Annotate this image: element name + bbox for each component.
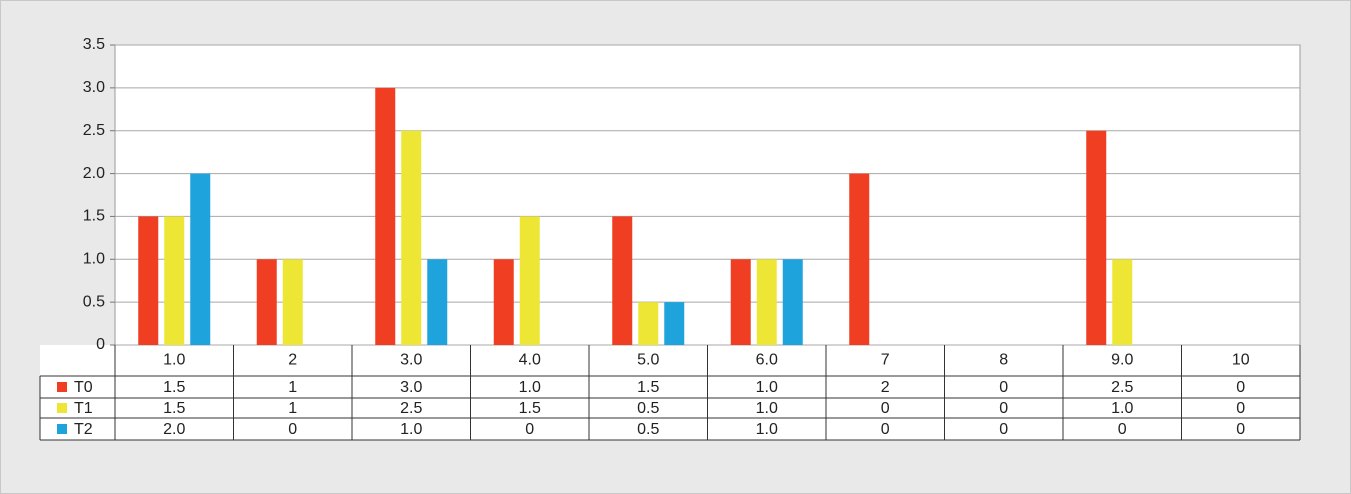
- bar: [730, 259, 751, 345]
- legend-swatch: [57, 403, 67, 413]
- y-tick-label: 2.5: [83, 122, 105, 139]
- x-tick-label: 3.0: [400, 352, 422, 369]
- table-value: 0: [881, 421, 890, 438]
- legend-label: T1: [74, 400, 93, 417]
- table-value: 0: [999, 379, 1008, 396]
- table-value: 0: [288, 421, 297, 438]
- y-tick-label: 3.5: [83, 36, 105, 53]
- x-tick-label: 9.0: [1111, 352, 1133, 369]
- x-tick-label: 7: [881, 352, 890, 369]
- table-value: 1: [288, 400, 297, 417]
- table-value: 0: [999, 400, 1008, 417]
- table-value: 1.0: [400, 421, 422, 438]
- y-tick-label: 2.0: [83, 165, 105, 182]
- y-tick-label: 0.5: [83, 293, 105, 310]
- table-value: 1.0: [519, 379, 541, 396]
- bar: [164, 216, 185, 345]
- table-value: 0: [881, 400, 890, 417]
- bar: [1112, 259, 1133, 345]
- table-value: 0: [1236, 379, 1245, 396]
- x-tick-label: 2: [288, 352, 297, 369]
- table-value: 1.5: [519, 400, 541, 417]
- bar: [256, 259, 277, 345]
- bar: [190, 173, 211, 345]
- legend-label: T0: [74, 379, 93, 396]
- data-table: [40, 345, 1300, 440]
- bar: [849, 173, 870, 345]
- bar: [519, 216, 540, 345]
- bar: [638, 302, 659, 345]
- x-tick-label: 6.0: [756, 352, 778, 369]
- legend-swatch: [57, 382, 67, 392]
- table-value: 1: [288, 379, 297, 396]
- bar: [427, 259, 448, 345]
- table-value: 0.5: [637, 421, 659, 438]
- x-tick-label: 1.0: [163, 352, 185, 369]
- bar: [282, 259, 303, 345]
- y-tick-label: 0: [96, 336, 105, 353]
- table-value: 1.5: [163, 379, 185, 396]
- table-value: 2: [881, 379, 890, 396]
- bar: [782, 259, 803, 345]
- legend-swatch: [57, 424, 67, 434]
- table-value: 0: [525, 421, 534, 438]
- bar: [664, 302, 685, 345]
- y-tick-label: 3.0: [83, 79, 105, 96]
- x-tick-label: 4.0: [519, 352, 541, 369]
- bar: [138, 216, 159, 345]
- bar: [375, 87, 396, 345]
- x-tick-label: 8: [999, 352, 1008, 369]
- table-value: 0: [999, 421, 1008, 438]
- bar: [401, 130, 422, 345]
- legend-label: T2: [74, 421, 93, 438]
- bar: [493, 259, 514, 345]
- table-value: 2.0: [163, 421, 185, 438]
- table-value: 0: [1236, 400, 1245, 417]
- table-value: 1.5: [163, 400, 185, 417]
- table-value: 0: [1118, 421, 1127, 438]
- table-value: 1.0: [756, 400, 778, 417]
- table-value: 3.0: [400, 379, 422, 396]
- table-value: 1.0: [756, 421, 778, 438]
- bar: [1086, 130, 1107, 345]
- table-value: 0.5: [637, 400, 659, 417]
- table-value: 1.5: [637, 379, 659, 396]
- table-value: 1.0: [756, 379, 778, 396]
- y-tick-label: 1.5: [83, 208, 105, 225]
- bar: [612, 216, 633, 345]
- table-value: 2.5: [1111, 379, 1133, 396]
- bar: [756, 259, 777, 345]
- x-tick-label: 5.0: [637, 352, 659, 369]
- y-tick-label: 1.0: [83, 251, 105, 268]
- table-value: 2.5: [400, 400, 422, 417]
- table-value: 0: [1236, 421, 1245, 438]
- x-tick-label: 10: [1232, 352, 1250, 369]
- table-value: 1.0: [1111, 400, 1133, 417]
